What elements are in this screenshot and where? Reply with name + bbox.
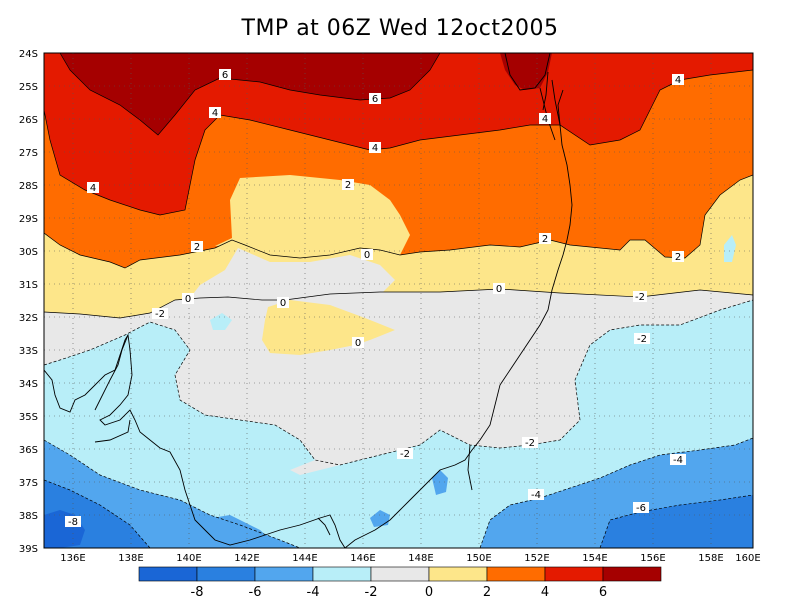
lat-tick-label: 30S	[19, 247, 38, 258]
lon-tick-label: 154E	[582, 553, 607, 564]
region-minus4-south	[200, 515, 280, 548]
lon-axis: 136E 138E 140E 142E 144E 146E 148E 150E …	[60, 553, 760, 564]
lat-tick-label: 36S	[19, 445, 38, 456]
contour-label-2a: 2	[345, 180, 351, 191]
colorbar-label: -6	[249, 585, 262, 600]
lon-tick-label: 158E	[698, 553, 723, 564]
colorbar-label: -2	[365, 585, 378, 600]
lat-tick-label: 27S	[19, 148, 38, 159]
contour-label-0e: 0	[496, 284, 502, 295]
band-4-to-6	[44, 53, 753, 215]
contour-label-m2c: -2	[400, 449, 410, 460]
contour-label-m6: -6	[636, 503, 646, 514]
island-minus2-small	[210, 313, 232, 330]
lat-axis: 24S 25S 26S 27S 28S 29S 30S 31S 32S 33S …	[19, 49, 38, 555]
contour-label-4a: 4	[212, 108, 218, 119]
band-above-6	[60, 53, 440, 135]
colorbar-label: 4	[541, 585, 549, 600]
page-title: TMP at 06Z Wed 12oct2005	[241, 16, 559, 41]
contour-label-m2b: -2	[637, 334, 647, 345]
lon-tick-label: 142E	[234, 553, 259, 564]
colorbar-label: 0	[425, 585, 433, 600]
lat-tick-label: 28S	[19, 181, 38, 192]
colorbar-swatch	[486, 566, 546, 582]
contour-label-0d: 0	[355, 338, 361, 349]
lat-tick-label: 37S	[19, 478, 38, 489]
temperature-field: 6 6 4 4 4 4 4 2 2 2 2 0 0 0	[44, 53, 753, 548]
contour-label-0a: 0	[364, 250, 370, 261]
contour-label-6a: 6	[222, 70, 228, 81]
contour-label-6b: 6	[372, 94, 378, 105]
lon-tick-label: 150E	[466, 553, 491, 564]
contour-label-4b: 4	[372, 143, 378, 154]
contour-label-2d: 2	[675, 252, 681, 263]
lon-tick-label: 144E	[292, 553, 317, 564]
colorbar-swatch	[254, 566, 314, 582]
island-cold-158e	[724, 235, 736, 262]
colorbar-swatch	[196, 566, 256, 582]
lat-tick-label: 31S	[19, 280, 38, 291]
colorbar-swatch	[312, 566, 372, 582]
lat-tick-label: 25S	[19, 82, 38, 93]
contour-label-0c: 0	[280, 298, 286, 309]
contour-label-4c: 4	[90, 183, 96, 194]
lon-tick-label: 152E	[524, 553, 549, 564]
plot-frame	[43, 52, 754, 549]
lat-tick-label: 34S	[19, 379, 38, 390]
grid-lines	[44, 53, 753, 548]
contour-label-m4b: -4	[531, 490, 541, 501]
contour-label-2b: 2	[194, 242, 200, 253]
contour-label-group: 6 6 4 4 4 4 4 2 2 2 2 0 0 0	[65, 69, 686, 528]
coastline	[44, 53, 573, 548]
colorbar-label: 6	[599, 585, 607, 600]
contour-label-2c: 2	[542, 234, 548, 245]
lat-tick-label: 26S	[19, 115, 38, 126]
band-minus2-to-minus4	[44, 300, 753, 548]
band-above-6-east	[500, 53, 552, 90]
contour-label-m2d: -2	[525, 438, 535, 449]
island-minus4-b	[370, 510, 390, 527]
contour-label-4e: 4	[675, 75, 681, 86]
lat-tick-label: 35S	[19, 412, 38, 423]
band-minus6-to-minus8-east	[600, 495, 753, 548]
contour-label-0f: -2	[635, 292, 645, 303]
colorbar-swatch	[428, 566, 488, 582]
lat-tick-label: 39S	[19, 544, 38, 555]
lon-tick-label: 156E	[640, 553, 665, 564]
colorbar-label: 2	[483, 585, 491, 600]
lon-tick-label: 160E	[735, 553, 760, 564]
contour-label-0b: 0	[185, 294, 191, 305]
contour-label-m8: -8	[68, 517, 78, 528]
lat-tick-label: 24S	[19, 49, 38, 60]
band-0-region-central	[190, 248, 395, 315]
colorbar-swatch	[370, 566, 430, 582]
lon-tick-label: 140E	[176, 553, 201, 564]
colorbar-swatch	[602, 566, 662, 582]
colorbar-swatch	[544, 566, 604, 582]
colorbar-label: -4	[307, 585, 320, 600]
lat-tick-label: 38S	[19, 511, 38, 522]
lon-tick-label: 146E	[350, 553, 375, 564]
contour-lines-dashed	[44, 299, 753, 548]
band-2-to-4-cut	[215, 175, 410, 258]
colorbar-swatch	[138, 566, 198, 582]
lon-tick-label: 138E	[118, 553, 143, 564]
contour-label-4d: 4	[542, 114, 548, 125]
lat-tick-label: 32S	[19, 313, 38, 324]
lat-tick-label: 29S	[19, 214, 38, 225]
colorbar-label: -8	[191, 585, 204, 600]
lat-tick-label: 33S	[19, 346, 38, 357]
contour-label-m2a: -2	[155, 309, 165, 320]
colorbar: -8 -6 -4 -2 0 2 4 6	[138, 566, 662, 600]
lon-tick-label: 148E	[408, 553, 433, 564]
lon-tick-label: 136E	[60, 553, 85, 564]
contour-label-m4a: -4	[673, 455, 683, 466]
island-minus4-a	[432, 470, 448, 495]
